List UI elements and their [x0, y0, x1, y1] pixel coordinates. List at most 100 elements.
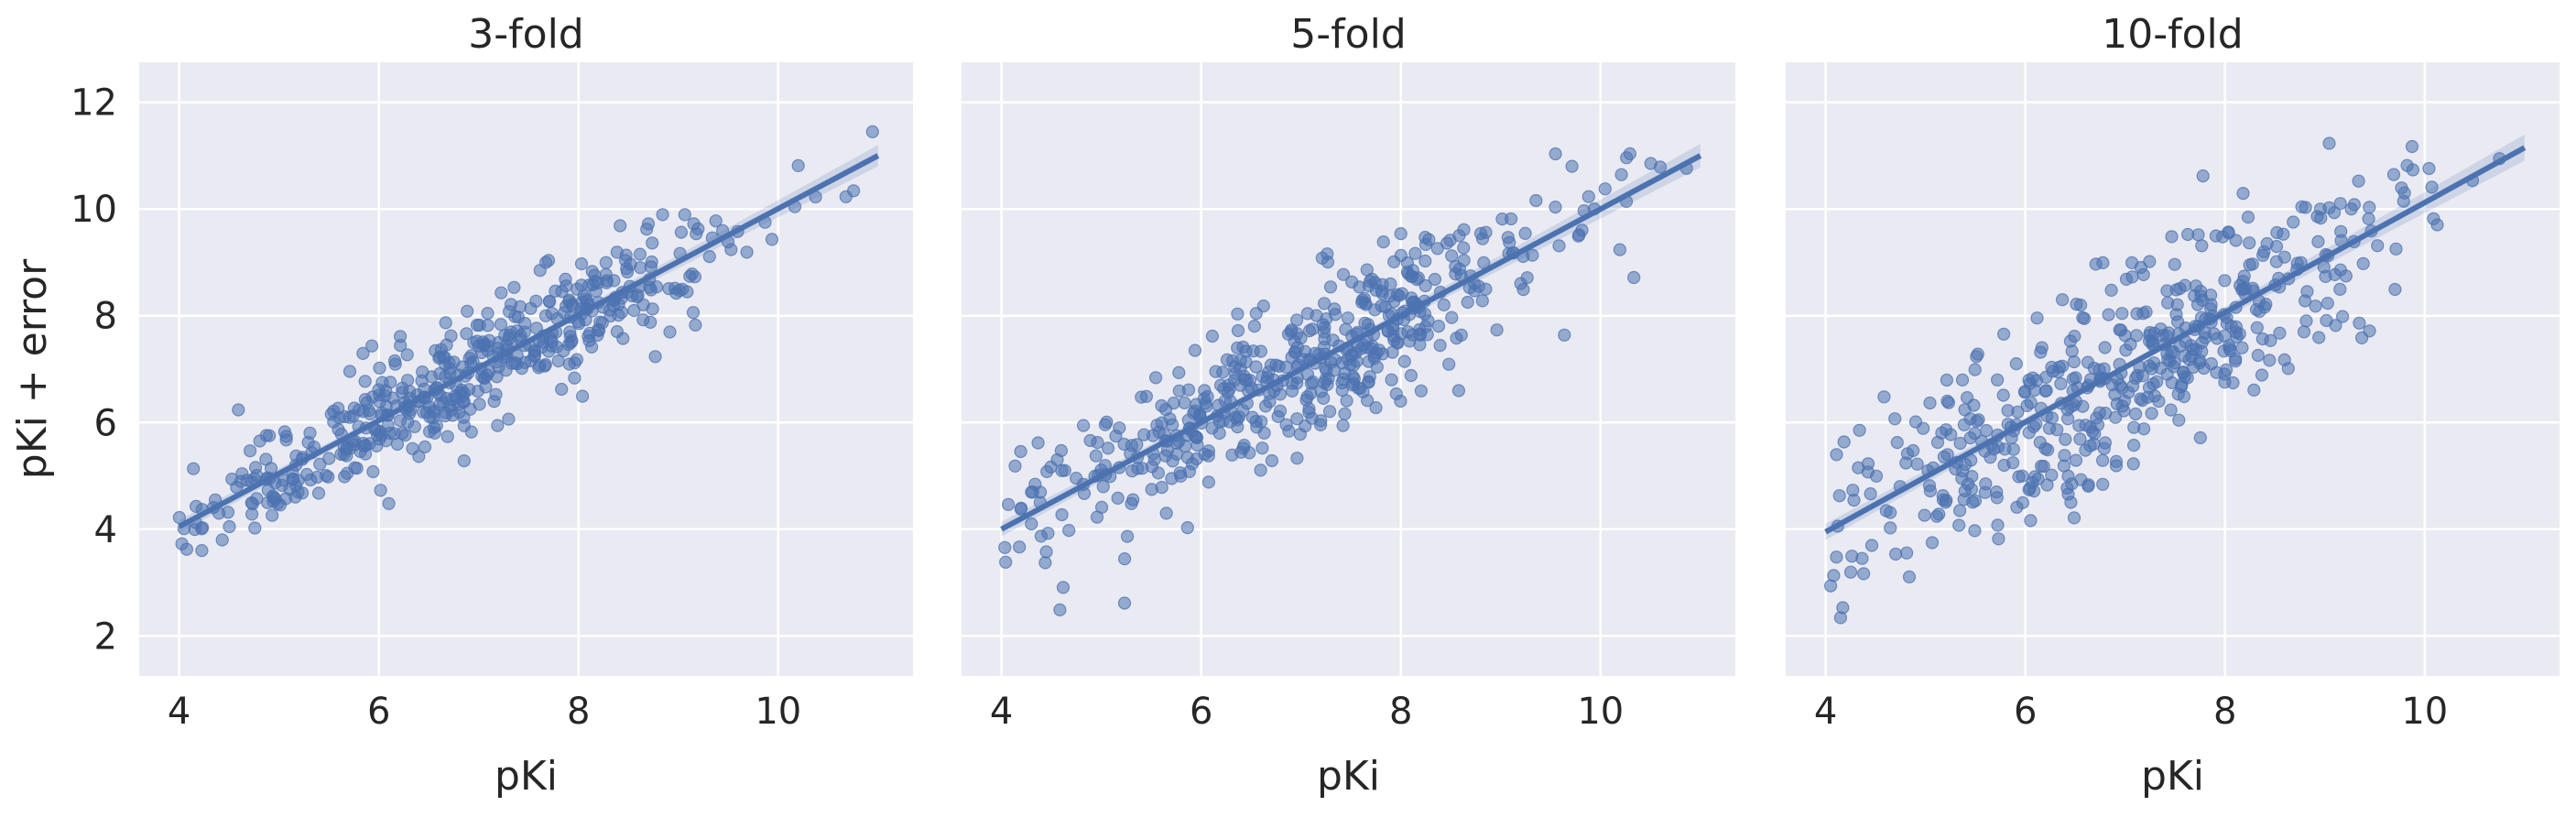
data-point	[2184, 339, 2198, 353]
data-point	[1213, 378, 1228, 392]
data-point	[1358, 316, 1372, 330]
data-point	[568, 371, 582, 385]
data-point	[1315, 251, 1329, 265]
data-point	[2081, 479, 2095, 494]
data-point	[2189, 279, 2203, 293]
data-point	[1394, 248, 1408, 262]
data-point	[1340, 394, 1353, 408]
data-point	[1053, 603, 1067, 617]
data-point	[555, 382, 569, 397]
data-point	[1258, 399, 1273, 413]
data-point	[538, 358, 552, 372]
data-point	[439, 316, 452, 330]
data-point	[1265, 453, 1279, 468]
data-point	[2129, 407, 2143, 421]
data-point	[2222, 225, 2235, 239]
x-tick-label: 8	[567, 691, 590, 733]
data-point	[2069, 453, 2083, 467]
data-point	[740, 245, 754, 259]
data-point	[1273, 387, 1288, 401]
data-point	[1923, 396, 1937, 410]
x-tick-label: 10	[1577, 691, 1624, 733]
data-point	[1339, 322, 1353, 336]
data-point	[1117, 596, 1132, 610]
data-point	[574, 278, 589, 292]
data-point	[422, 400, 436, 414]
data-point	[481, 307, 495, 321]
data-point	[1249, 307, 1263, 321]
data-point	[2067, 354, 2081, 369]
x-tick-label: 10	[2401, 691, 2448, 733]
data-point	[1026, 485, 1039, 499]
data-point	[1940, 373, 1953, 387]
data-point	[1137, 428, 1151, 441]
data-point	[2277, 227, 2290, 241]
data-point	[1323, 280, 1338, 294]
data-point	[2165, 376, 2179, 389]
data-point	[358, 375, 372, 388]
data-point	[1158, 403, 1173, 417]
data-point	[674, 225, 689, 239]
data-point	[2006, 456, 2020, 470]
data-point	[2023, 481, 2037, 496]
data-point	[470, 318, 484, 332]
data-point	[1302, 324, 1317, 338]
data-point	[1991, 373, 2005, 387]
data-point	[1113, 421, 1126, 435]
x-axis-label: pKi	[495, 753, 558, 800]
data-point	[366, 464, 380, 479]
data-point	[1861, 465, 1875, 479]
data-point	[549, 284, 562, 298]
data-point	[1518, 226, 1532, 240]
data-point	[2353, 316, 2366, 330]
data-point	[1575, 223, 1589, 237]
data-point	[310, 470, 324, 485]
data-point	[215, 533, 229, 547]
data-point	[1302, 406, 1316, 419]
data-point	[1376, 235, 1390, 249]
data-point	[1031, 436, 1045, 450]
y-tick-label: 4	[94, 509, 117, 551]
data-point	[2352, 174, 2365, 188]
x-tick-label: 8	[1389, 691, 1412, 733]
data-point	[1403, 334, 1417, 348]
data-point	[1830, 550, 1843, 564]
data-point	[1041, 527, 1055, 540]
data-point	[1864, 539, 1879, 552]
data-point	[277, 474, 290, 487]
data-point	[2160, 284, 2174, 298]
data-point	[1408, 246, 1422, 260]
data-point	[689, 318, 702, 332]
data-point	[244, 444, 257, 458]
data-point	[1394, 227, 1408, 241]
data-point	[2038, 384, 2052, 398]
data-point	[1180, 520, 1194, 535]
data-point	[1968, 427, 1982, 441]
data-point	[1386, 329, 1400, 343]
data-point	[1329, 308, 1342, 321]
data-point	[494, 318, 508, 332]
panel-10-fold: 4 6 8 10 10-fold pKi	[1786, 11, 2560, 800]
data-point	[2143, 255, 2157, 268]
data-point	[998, 540, 1012, 554]
data-point	[373, 361, 386, 375]
data-point	[1385, 373, 1398, 387]
data-point	[1062, 523, 1076, 538]
data-point	[627, 303, 641, 318]
data-point	[2250, 321, 2264, 334]
data-point	[2311, 234, 2325, 248]
data-point	[507, 280, 521, 294]
data-point	[2064, 496, 2078, 509]
data-point	[1205, 421, 1219, 435]
data-point	[1992, 532, 2005, 546]
data-point	[1957, 418, 1971, 431]
data-point	[2333, 282, 2347, 296]
x-tick-label: 6	[1190, 691, 1212, 733]
data-point	[1888, 412, 1902, 426]
data-point	[266, 489, 280, 503]
data-point	[2076, 399, 2090, 413]
data-point	[2229, 354, 2243, 368]
data-point	[1944, 428, 1958, 441]
data-point	[1090, 510, 1104, 524]
